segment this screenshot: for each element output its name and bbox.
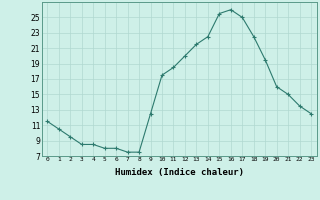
X-axis label: Humidex (Indice chaleur): Humidex (Indice chaleur) — [115, 168, 244, 177]
